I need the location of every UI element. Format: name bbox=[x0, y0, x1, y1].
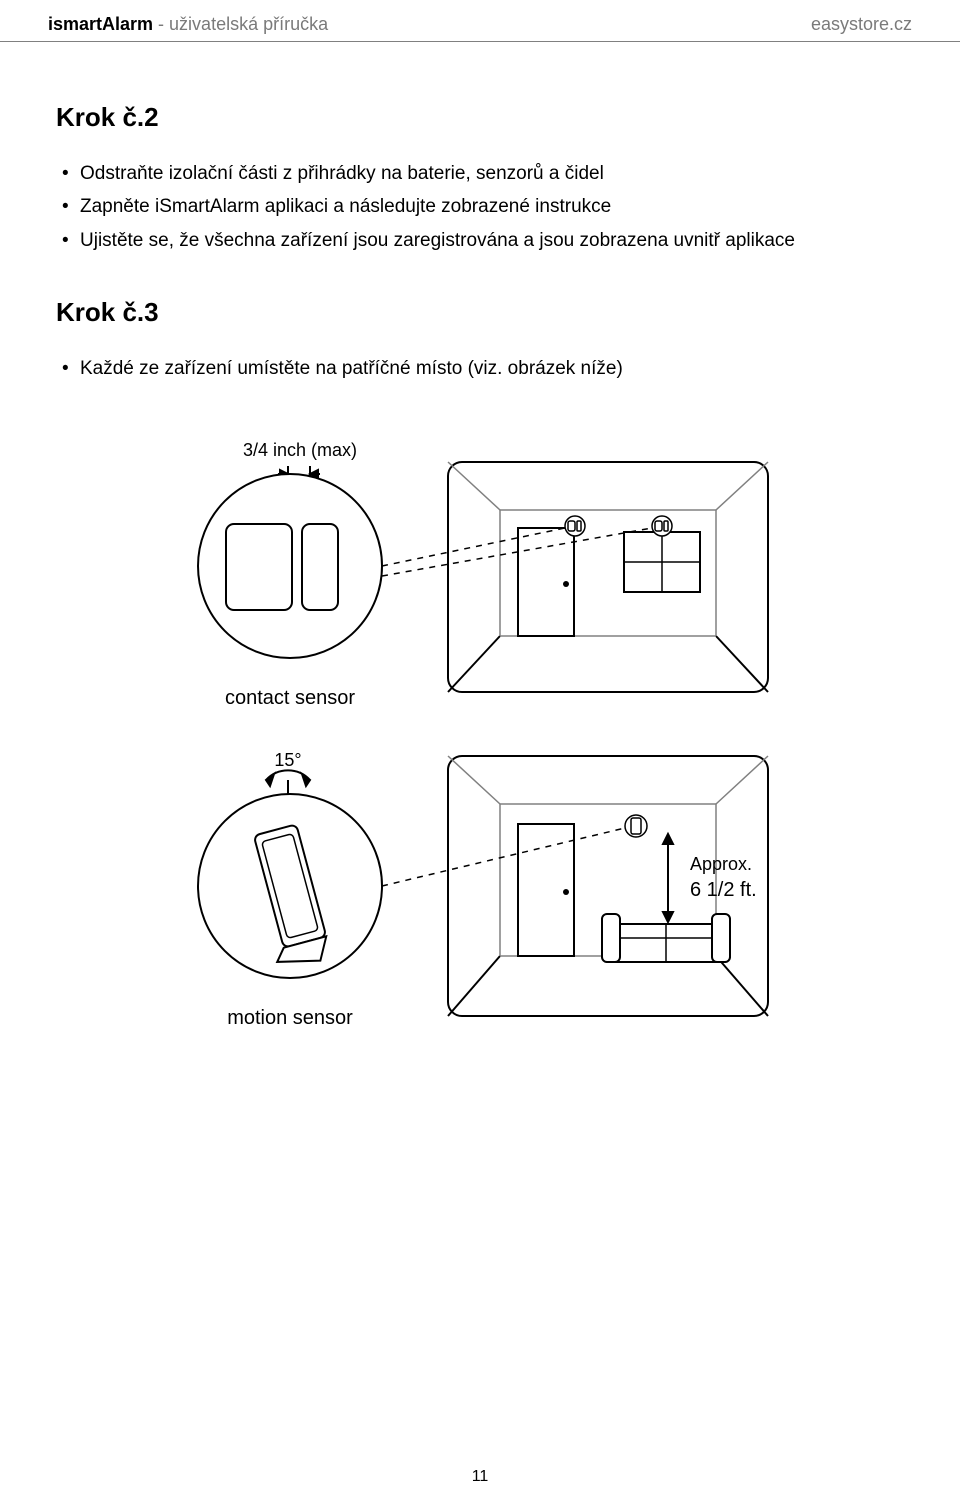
room-bottom-panel-icon: Approx. 6 1/2 ft. bbox=[382, 756, 768, 1016]
gap-label-text: 3/4 inch (max) bbox=[243, 440, 357, 460]
page-header: ismartAlarm - uživatelská příručka easys… bbox=[0, 0, 960, 42]
page-content: Krok č.2 Odstraňte izolační části z přih… bbox=[0, 42, 960, 1066]
placement-diagram: 3/4 inch (max) contact sensor bbox=[170, 426, 790, 1066]
contact-sensor-device-icon bbox=[226, 524, 338, 610]
list-item: Ujistěte se, že všechna zařízení jsou za… bbox=[62, 226, 904, 255]
header-left: ismartAlarm - uživatelská příručka bbox=[48, 14, 328, 35]
header-right: easystore.cz bbox=[811, 14, 912, 35]
motion-angle-label: 15° bbox=[274, 750, 301, 770]
contact-sensor-label: contact sensor bbox=[225, 687, 355, 709]
header-title-bold: ismartAlarm bbox=[48, 14, 153, 34]
step3-list: Každé ze zařízení umístěte na patříčné m… bbox=[56, 354, 904, 383]
motion-sensor-label: motion sensor bbox=[227, 1007, 353, 1029]
list-item: Každé ze zařízení umístěte na patříčné m… bbox=[62, 354, 904, 383]
approx-label: Approx. bbox=[690, 854, 752, 874]
step2-title: Krok č.2 bbox=[56, 102, 904, 133]
diagram-container: 3/4 inch (max) contact sensor bbox=[56, 426, 904, 1066]
list-item: Zapněte iSmartAlarm aplikaci a následujt… bbox=[62, 192, 904, 221]
step2-list: Odstraňte izolační části z přihrádky na … bbox=[56, 159, 904, 255]
list-item: Odstraňte izolační části z přihrádky na … bbox=[62, 159, 904, 188]
page-number: 11 bbox=[0, 1468, 960, 1486]
height-label: 6 1/2 ft. bbox=[690, 879, 757, 901]
room-top-panel-icon bbox=[382, 462, 768, 692]
step3-title: Krok č.3 bbox=[56, 297, 904, 328]
header-title-rest: - uživatelská příručka bbox=[153, 14, 328, 34]
